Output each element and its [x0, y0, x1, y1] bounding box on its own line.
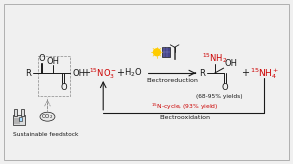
Bar	[38, 56, 70, 96]
Text: Electroreduction: Electroreduction	[146, 78, 198, 82]
Text: R: R	[25, 69, 32, 78]
Text: +: +	[116, 68, 124, 78]
Text: $^{15}$NH$_2$: $^{15}$NH$_2$	[202, 51, 227, 65]
Bar	[14, 109, 17, 116]
Text: (68-95% yields): (68-95% yields)	[196, 94, 243, 99]
Circle shape	[154, 49, 161, 56]
Ellipse shape	[40, 112, 55, 121]
Text: O: O	[38, 54, 45, 63]
Text: $^{15}$NO$_3^-$: $^{15}$NO$_3^-$	[89, 66, 117, 81]
Bar	[21, 109, 23, 116]
Bar	[162, 47, 170, 57]
Text: O: O	[221, 83, 228, 92]
Text: O: O	[60, 83, 67, 92]
Text: OH: OH	[72, 69, 85, 78]
Text: Sustainable feedstock: Sustainable feedstock	[13, 132, 78, 137]
Bar	[13, 115, 25, 125]
Text: H$_2$O: H$_2$O	[124, 67, 142, 79]
Text: R: R	[199, 69, 205, 78]
Bar	[174, 47, 176, 59]
Text: $^{15}$N-cycle, (93% yield): $^{15}$N-cycle, (93% yield)	[151, 102, 219, 112]
Text: +: +	[82, 68, 90, 78]
Text: OH: OH	[47, 57, 60, 66]
Text: $^{15}$NH$_4^+$: $^{15}$NH$_4^+$	[250, 66, 279, 81]
Bar	[19, 117, 22, 121]
Text: OH: OH	[224, 59, 237, 68]
Text: Electrooxidation: Electrooxidation	[159, 115, 210, 120]
Text: +: +	[241, 68, 248, 78]
Text: CO$_2$: CO$_2$	[41, 112, 54, 121]
